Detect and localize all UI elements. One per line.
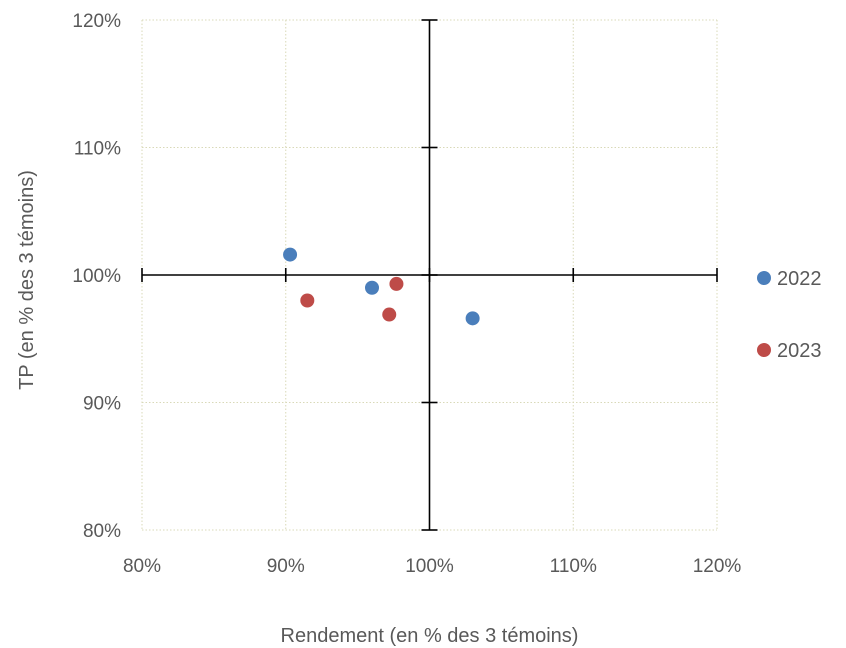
legend: 2022 2023 <box>757 268 822 362</box>
y-tick-label: 80% <box>83 521 121 542</box>
x-tick-label: 100% <box>405 556 454 577</box>
legend-label-2022: 2022 <box>777 268 822 290</box>
reference-axes <box>141 19 718 531</box>
x-tick-label: 80% <box>123 556 161 577</box>
data-point-2023 <box>382 307 397 322</box>
y-tick-label: 110% <box>74 139 121 160</box>
legend-label-2023: 2023 <box>777 340 822 362</box>
data-point-2022 <box>283 247 298 262</box>
tick-labels: 80% 90% 100% 110% 120% 80% 90% 100% 110% 120% <box>72 11 741 577</box>
x-tick-label: 120% <box>693 556 742 577</box>
data-point-2023 <box>300 293 315 308</box>
data-point-2023 <box>389 276 404 291</box>
data-points <box>283 247 480 326</box>
data-point-2022 <box>465 311 480 326</box>
x-tick-label: 90% <box>267 556 305 577</box>
x-axis-title: Rendement (en % des 3 témoins) <box>281 625 579 647</box>
y-axis-title: TP (en % des 3 témoins) <box>16 170 38 390</box>
y-tick-label: 90% <box>83 394 121 415</box>
data-point-2022 <box>365 280 379 295</box>
y-tick-label: 120% <box>72 11 121 32</box>
legend-marker-2023 <box>757 343 771 357</box>
x-tick-label: 110% <box>550 556 597 577</box>
legend-marker-2022 <box>757 271 771 285</box>
y-tick-label: 100% <box>72 266 121 287</box>
